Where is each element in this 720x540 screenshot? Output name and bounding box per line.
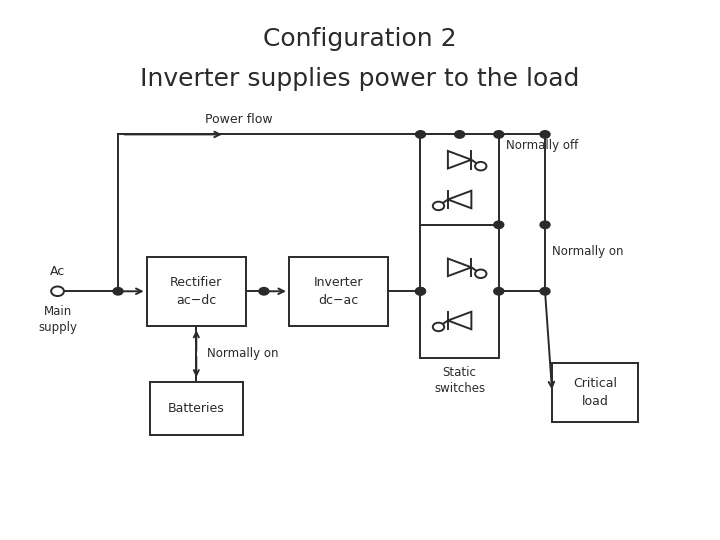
Circle shape — [415, 131, 426, 138]
Circle shape — [415, 287, 426, 295]
Circle shape — [540, 131, 550, 138]
Circle shape — [415, 287, 426, 295]
Text: Static
switches: Static switches — [434, 366, 485, 395]
Text: Power flow: Power flow — [205, 113, 273, 126]
Bar — [420, 225, 499, 357]
Circle shape — [494, 287, 504, 295]
Circle shape — [113, 287, 123, 295]
Text: Batteries: Batteries — [168, 402, 225, 415]
Text: Rectifier
ac−dc: Rectifier ac−dc — [170, 276, 222, 307]
Bar — [552, 363, 637, 422]
Text: Normally on: Normally on — [552, 245, 624, 258]
Circle shape — [433, 201, 444, 210]
Circle shape — [259, 287, 269, 295]
Text: Ac: Ac — [50, 265, 66, 278]
Circle shape — [454, 131, 464, 138]
Text: Main
supply: Main supply — [38, 305, 77, 334]
Text: Normally off: Normally off — [506, 139, 578, 152]
Circle shape — [475, 269, 487, 278]
Text: Configuration 2: Configuration 2 — [264, 26, 456, 51]
Circle shape — [51, 287, 64, 296]
Bar — [146, 256, 246, 326]
Text: Normally on: Normally on — [207, 347, 279, 360]
Bar — [150, 382, 243, 435]
Circle shape — [540, 287, 550, 295]
Circle shape — [540, 221, 550, 228]
Circle shape — [494, 131, 504, 138]
Bar — [289, 256, 389, 326]
Text: Critical
load: Critical load — [573, 377, 617, 408]
Circle shape — [475, 162, 487, 171]
Circle shape — [494, 221, 504, 228]
Text: Inverter supplies power to the load: Inverter supplies power to the load — [140, 66, 580, 91]
Circle shape — [433, 323, 444, 331]
Bar — [420, 134, 499, 225]
Text: Inverter
dc−ac: Inverter dc−ac — [314, 276, 364, 307]
